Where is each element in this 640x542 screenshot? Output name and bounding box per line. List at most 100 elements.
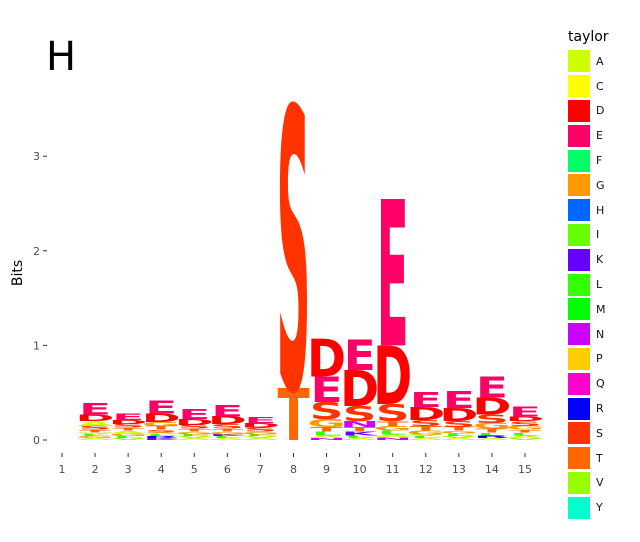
x-tick-label: 1 bbox=[59, 463, 66, 476]
logo-letter-A: A bbox=[408, 438, 445, 441]
legend-swatch bbox=[568, 347, 590, 370]
legend-item: T bbox=[568, 446, 638, 471]
logo-letter-D: D bbox=[373, 330, 412, 424]
logo-letter-V: V bbox=[176, 436, 213, 439]
logo-letter-L: L bbox=[245, 434, 275, 437]
logo-letter-N: N bbox=[307, 438, 346, 441]
y-tick-label: 3 bbox=[33, 150, 40, 163]
logo-letter-S: S bbox=[343, 402, 377, 427]
legend-label: K bbox=[596, 253, 604, 267]
logo-letter-S: S bbox=[442, 420, 476, 429]
y-tick-label: 2 bbox=[33, 245, 40, 258]
x-tick-label: 9 bbox=[323, 463, 330, 476]
logo-letter-D: D bbox=[340, 361, 379, 418]
logo-letter-T: T bbox=[443, 426, 475, 432]
logo-letter-E: E bbox=[443, 386, 475, 413]
logo-letter-L: L bbox=[444, 433, 474, 438]
legend-label: G bbox=[596, 178, 605, 192]
logo-letter-V: V bbox=[507, 438, 544, 441]
legend-item: C bbox=[568, 74, 638, 99]
x-tick-label: 15 bbox=[518, 463, 532, 476]
logo-letter-A: A bbox=[308, 434, 345, 439]
legend-label: E bbox=[596, 129, 603, 143]
legend-swatch bbox=[568, 124, 590, 147]
logo-letter-G: G bbox=[241, 431, 280, 436]
x-tick-label: 10 bbox=[353, 463, 367, 476]
logo-letter-K: K bbox=[341, 430, 379, 436]
logo-letter-E: E bbox=[509, 405, 541, 420]
legend-item: Q bbox=[568, 371, 638, 396]
logo-letter-R: R bbox=[143, 436, 179, 439]
logo-letter-S: S bbox=[210, 423, 244, 431]
logo-letter-S: S bbox=[277, 30, 311, 479]
legend-swatch bbox=[568, 496, 590, 519]
logo-letter-T: T bbox=[410, 425, 442, 433]
logo-letter-S: S bbox=[177, 424, 211, 430]
logo-letter-S: S bbox=[409, 419, 443, 428]
legend-label: D bbox=[596, 104, 605, 118]
logo-letter-T: T bbox=[344, 426, 376, 434]
logo-letter-D: D bbox=[208, 414, 247, 426]
logo-letter-V: V bbox=[408, 434, 445, 437]
legend-swatch bbox=[568, 422, 590, 445]
logo-letter-S: S bbox=[475, 412, 509, 426]
logo-letter-L: L bbox=[378, 430, 408, 436]
legend-item: I bbox=[568, 223, 638, 248]
logo-letter-G: G bbox=[109, 433, 148, 438]
legend-swatch bbox=[568, 248, 590, 271]
x-tick-label: 14 bbox=[485, 463, 499, 476]
logo-letter-D: D bbox=[76, 413, 115, 423]
logo-letter-T: T bbox=[509, 429, 541, 434]
logo-letter-V: V bbox=[242, 436, 279, 439]
legend-swatch bbox=[568, 298, 590, 321]
legend-label: A bbox=[596, 54, 604, 68]
logo-letter-A: A bbox=[374, 434, 411, 439]
logo-letter-T: T bbox=[145, 425, 177, 431]
logo-letter-G: G bbox=[373, 425, 412, 433]
logo-letter-G: G bbox=[76, 436, 115, 439]
logo-letter-D: D bbox=[472, 393, 511, 420]
legend-item: F bbox=[568, 148, 638, 173]
logo-letter-D: D bbox=[439, 405, 478, 426]
logo-letter-G: G bbox=[406, 430, 445, 436]
legend-swatch bbox=[568, 75, 590, 98]
legend-label: N bbox=[596, 327, 605, 341]
legend-item: Y bbox=[568, 495, 638, 520]
logo-letter-T: T bbox=[178, 428, 210, 433]
logo-letter-A: A bbox=[474, 438, 511, 441]
logo-letter-L: L bbox=[179, 434, 209, 437]
logo-letter-D: D bbox=[109, 419, 148, 425]
logo-letter-D: D bbox=[142, 411, 181, 425]
legend-item: S bbox=[568, 421, 638, 446]
x-tick-label: 4 bbox=[158, 463, 165, 476]
y-tick-label: 1 bbox=[33, 339, 40, 352]
legend-item: G bbox=[568, 173, 638, 198]
logo-letter-G: G bbox=[175, 431, 214, 436]
logo-letter-S: S bbox=[508, 420, 542, 428]
logo-letter-K: K bbox=[143, 438, 181, 441]
logo-letter-L: L bbox=[80, 434, 110, 437]
legend-item: R bbox=[568, 396, 638, 421]
legend-label: H bbox=[596, 203, 605, 217]
legend-swatch bbox=[568, 199, 590, 222]
logo-letter-D: D bbox=[241, 422, 280, 430]
legend-label: V bbox=[596, 476, 604, 490]
logo-letter-V: V bbox=[441, 436, 478, 439]
logo-letter-A: A bbox=[209, 438, 246, 441]
logo-letter-A: A bbox=[242, 438, 279, 441]
logo-letter-N: N bbox=[340, 420, 379, 429]
logo-letter-A: A bbox=[507, 434, 544, 439]
logo-letter-E: E bbox=[145, 397, 177, 418]
logo-letter-G: G bbox=[307, 417, 346, 429]
legend-swatch bbox=[568, 149, 590, 172]
legend-swatch bbox=[568, 447, 590, 470]
x-tick-label: 8 bbox=[290, 463, 297, 476]
logo-letter-A: A bbox=[77, 420, 113, 428]
logo-letter-E: E bbox=[112, 412, 144, 422]
logo-letter-D: D bbox=[505, 415, 544, 423]
legend-label: Q bbox=[596, 377, 605, 391]
legend-item: M bbox=[568, 297, 638, 322]
panel-label: H bbox=[46, 34, 77, 80]
legend-swatch bbox=[568, 323, 590, 346]
